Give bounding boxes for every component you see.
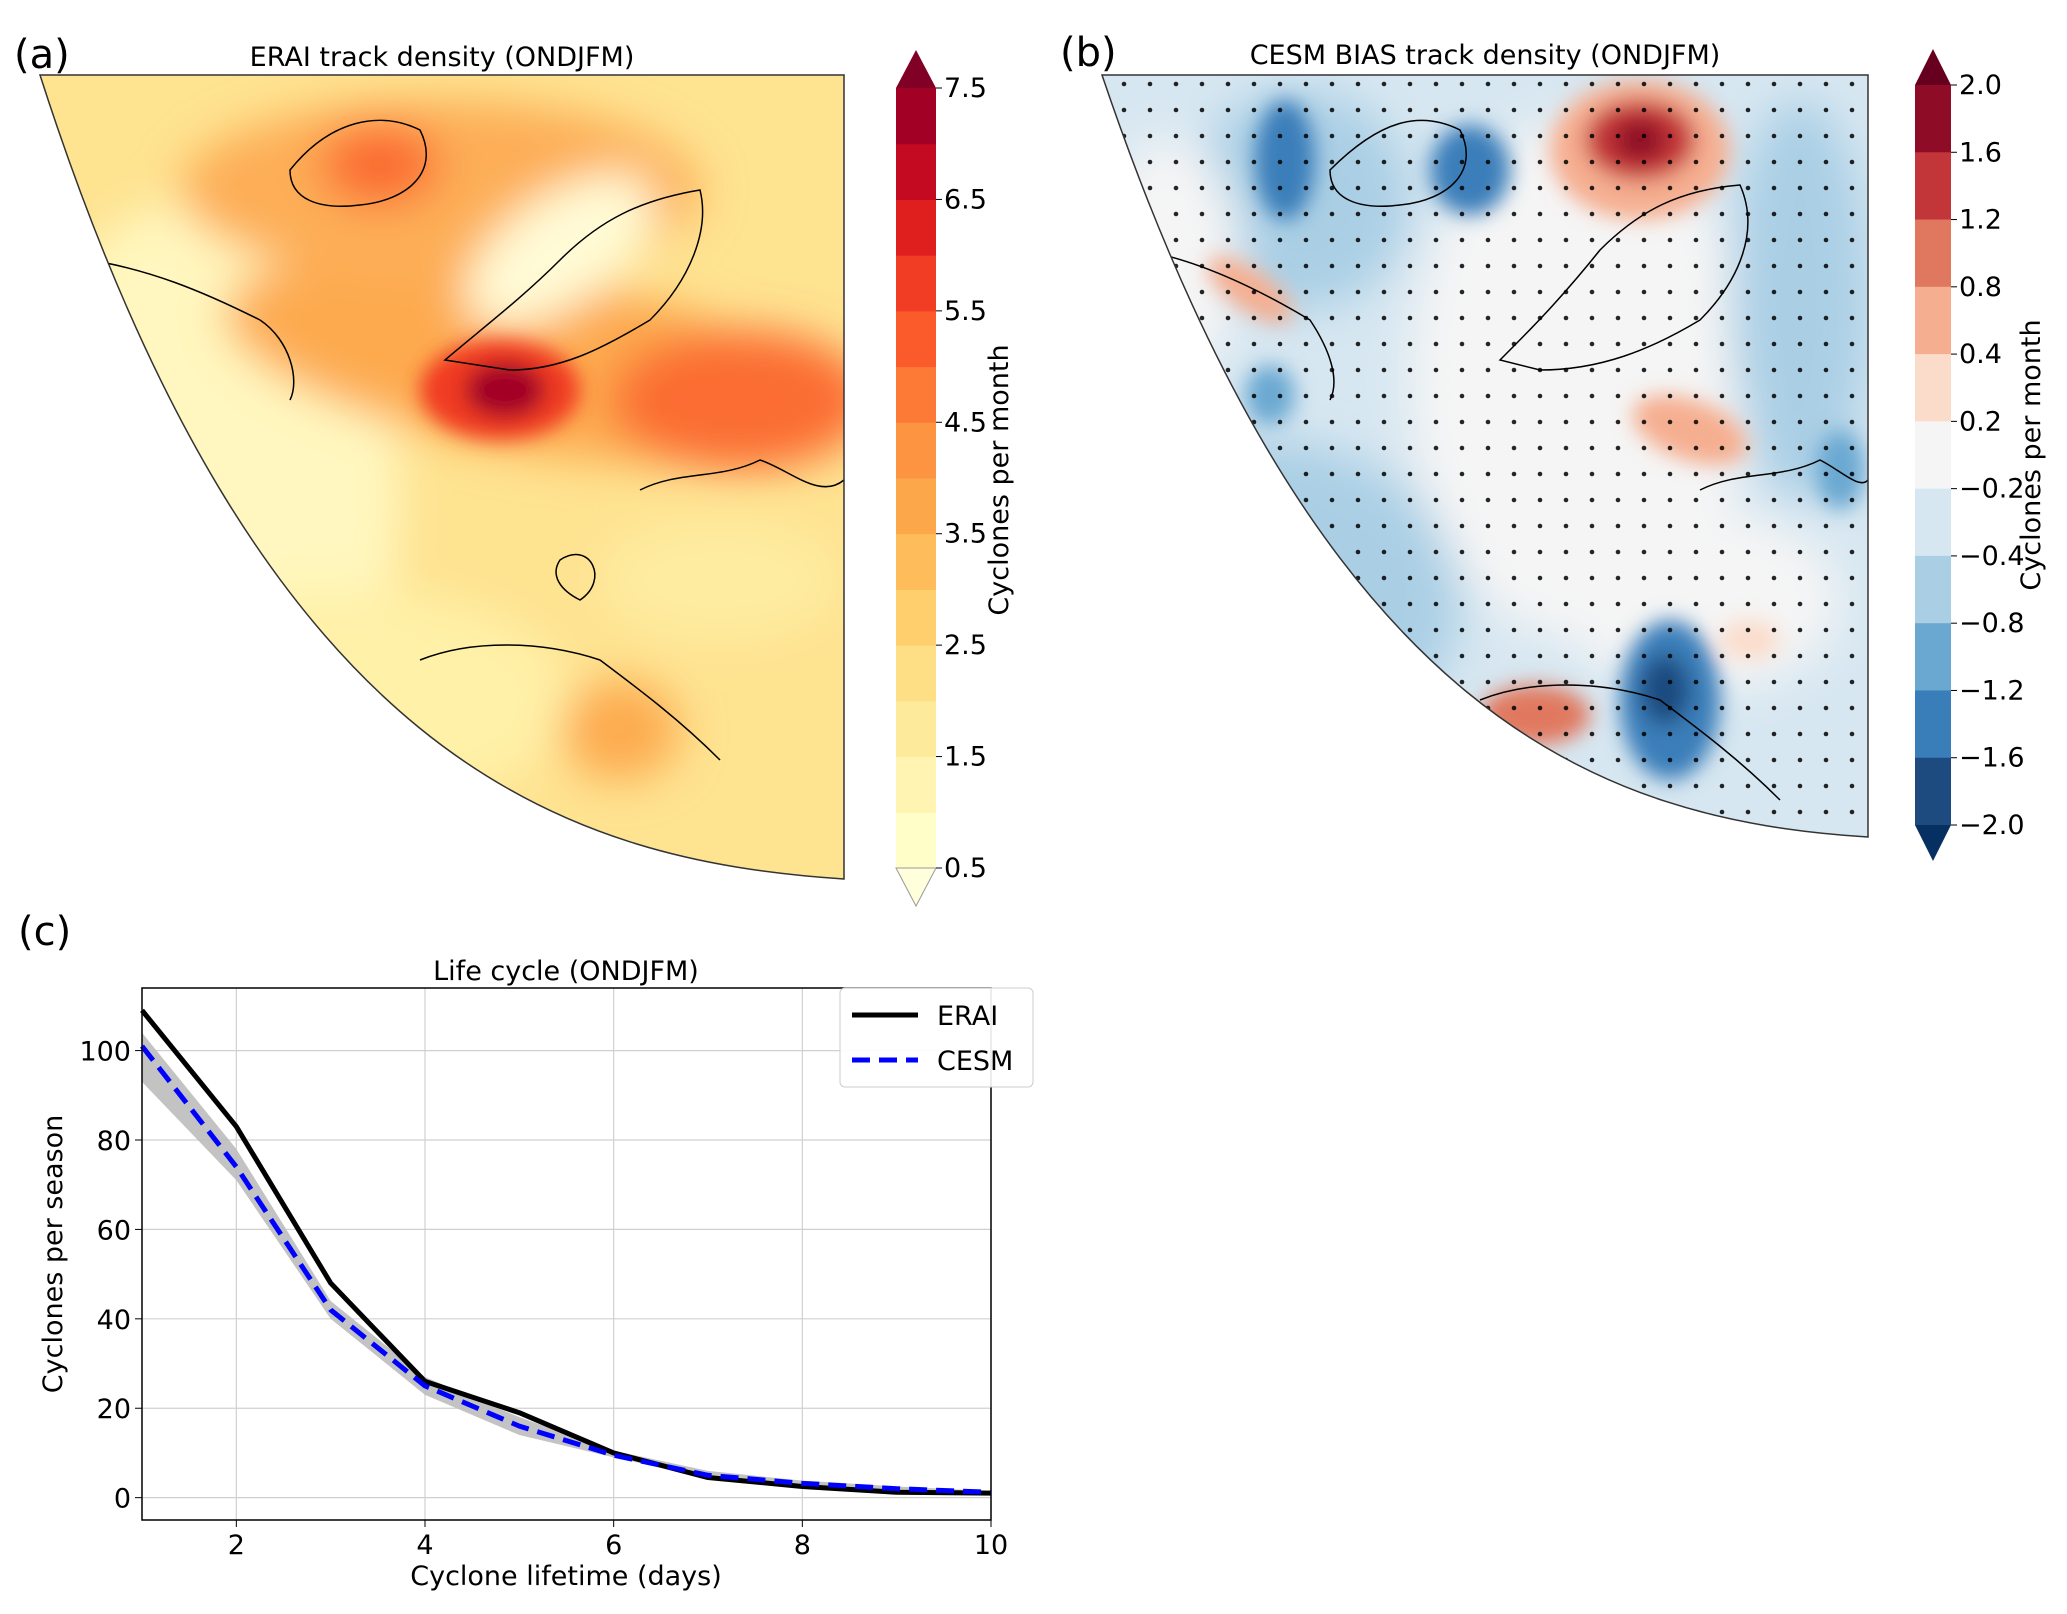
y-tick-label: 100 <box>79 1037 131 1068</box>
colorbar-b-band <box>1915 286 1951 355</box>
colorbar-b-band <box>1915 690 1951 759</box>
significance-stippling <box>1102 75 1868 837</box>
chart-title: Life cycle (ONDJFM) <box>433 956 699 987</box>
colorbar-b-tick-label: 2.0 <box>1959 70 2002 101</box>
panel-c-label: (c) <box>18 909 71 955</box>
colorbar-b-tick-label: 1.6 <box>1959 137 2002 168</box>
y-tick-label: 40 <box>97 1305 131 1336</box>
colorbar-a-tick-label: 5.5 <box>944 296 987 327</box>
map-a-track-density <box>40 75 844 879</box>
colorbar-a-band <box>896 199 936 256</box>
legend-label-erai: ERAI <box>937 1001 998 1032</box>
colorbar-a-band <box>896 310 936 368</box>
map-b-bias <box>1102 75 1868 837</box>
panel-b-label: (b) <box>1060 30 1117 76</box>
colorbar-a-tick-label: 2.5 <box>944 630 987 661</box>
colorbar-b-extend-top <box>1915 49 1951 85</box>
y-axis-label: Cyclones per season <box>38 1115 69 1393</box>
colorbar-b-tick-label: −1.2 <box>1959 675 2025 706</box>
colorbar-a-band <box>896 366 936 423</box>
x-axis-label: Cyclone lifetime (days) <box>410 1561 722 1592</box>
colorbar-b-band <box>1915 85 1951 153</box>
colorbar-b-band <box>1915 757 1951 826</box>
colorbar-b-tick-label: 0.2 <box>1959 406 2002 437</box>
colorbar-b-band <box>1915 623 1951 691</box>
panel-b-title: CESM BIAS track density (ONDJFM) <box>1250 40 1721 71</box>
y-tick-label: 20 <box>97 1394 131 1425</box>
colorbar-b-band <box>1915 488 1951 557</box>
panel-a-label: (a) <box>14 32 70 78</box>
colorbar-b-band <box>1915 421 1951 490</box>
colorbar-b-extend-bottom <box>1915 825 1951 861</box>
colorbar-a-band <box>896 589 936 646</box>
colorbar-b-tick-label: −0.4 <box>1959 541 2025 572</box>
colorbar-a-band <box>896 255 936 312</box>
y-tick-label: 0 <box>114 1484 131 1515</box>
y-tick-label: 80 <box>97 1126 131 1157</box>
colorbar-a-band <box>896 700 936 758</box>
map-b-border <box>1100 74 1869 838</box>
x-tick-label: 10 <box>974 1530 1008 1561</box>
colorbar-a-extend-top <box>896 50 936 88</box>
colorbar-a-tick-label: 7.5 <box>944 73 987 104</box>
x-tick-label: 8 <box>794 1530 811 1561</box>
map-a-border <box>38 74 845 880</box>
colorbar-b-band <box>1915 152 1951 221</box>
colorbar-b: 2.0 1.6 1.2 0.8 0.4 0.2 −0.2 −0.4 −0.8 −1.2 −1.6 −2… <box>1915 49 2025 861</box>
colorbar-a-band <box>896 478 936 535</box>
colorbar-a-tick-label: 0.5 <box>944 853 987 884</box>
colorbar-a-band <box>896 812 936 869</box>
colorbar-b-tick-label: −0.2 <box>1959 474 2025 505</box>
legend-label-cesm: CESM <box>937 1046 1013 1077</box>
series-line-cesm <box>140 1044 992 1495</box>
colorbar-a-tick-label: 6.5 <box>944 184 987 215</box>
colorbar-b-tick-label: 1.2 <box>1959 205 2002 236</box>
colorbar-a-tick-label: 1.5 <box>944 742 987 773</box>
colorbar-b-band <box>1915 219 1951 288</box>
colorbar-b-band <box>1915 354 1951 422</box>
series-line-erai <box>140 1008 992 1496</box>
colorbar-a-tick-label: 3.5 <box>944 519 987 550</box>
colorbar-a-label: Cyclones per month <box>984 344 1015 615</box>
colorbar-b-tick-label: 0.8 <box>1959 272 2002 303</box>
colorbar-b-tick-label: −2.0 <box>1959 810 2025 841</box>
x-tick-label: 2 <box>228 1530 245 1561</box>
colorbar-b-band <box>1915 555 1951 624</box>
x-tick-label: 6 <box>605 1530 622 1561</box>
panel-a-title: ERAI track density (ONDJFM) <box>250 42 635 73</box>
colorbar-b-tick-label: −0.8 <box>1959 608 2025 639</box>
colorbar-a-band <box>896 756 936 813</box>
colorbar-a-band <box>896 143 936 200</box>
coastlines-a <box>89 119 844 761</box>
coastlines-b <box>1139 119 1868 801</box>
colorbar-b-tick-label: 0.4 <box>1959 339 2002 370</box>
colorbar-a-tick-label: 4.5 <box>944 407 987 438</box>
colorbar-a-band <box>896 645 936 702</box>
x-tick-label: 4 <box>416 1530 433 1561</box>
colorbar-a-band <box>896 88 936 145</box>
y-tick-label: 60 <box>97 1215 131 1246</box>
colorbar-b-tick-label: −1.6 <box>1959 743 2025 774</box>
plot-frame <box>141 987 992 1521</box>
colorbar-a-band <box>896 533 936 590</box>
colorbar-a-extend-bottom <box>895 867 937 908</box>
legend: ERAI CESM <box>839 987 1034 1088</box>
colorbar-b-label: Cyclones per month <box>2016 319 2047 590</box>
colorbar-a-band <box>896 422 936 479</box>
colorbar-a: 7.5 6.5 5.5 4.5 3.5 2.5 1.5 0.5 <box>895 50 987 908</box>
